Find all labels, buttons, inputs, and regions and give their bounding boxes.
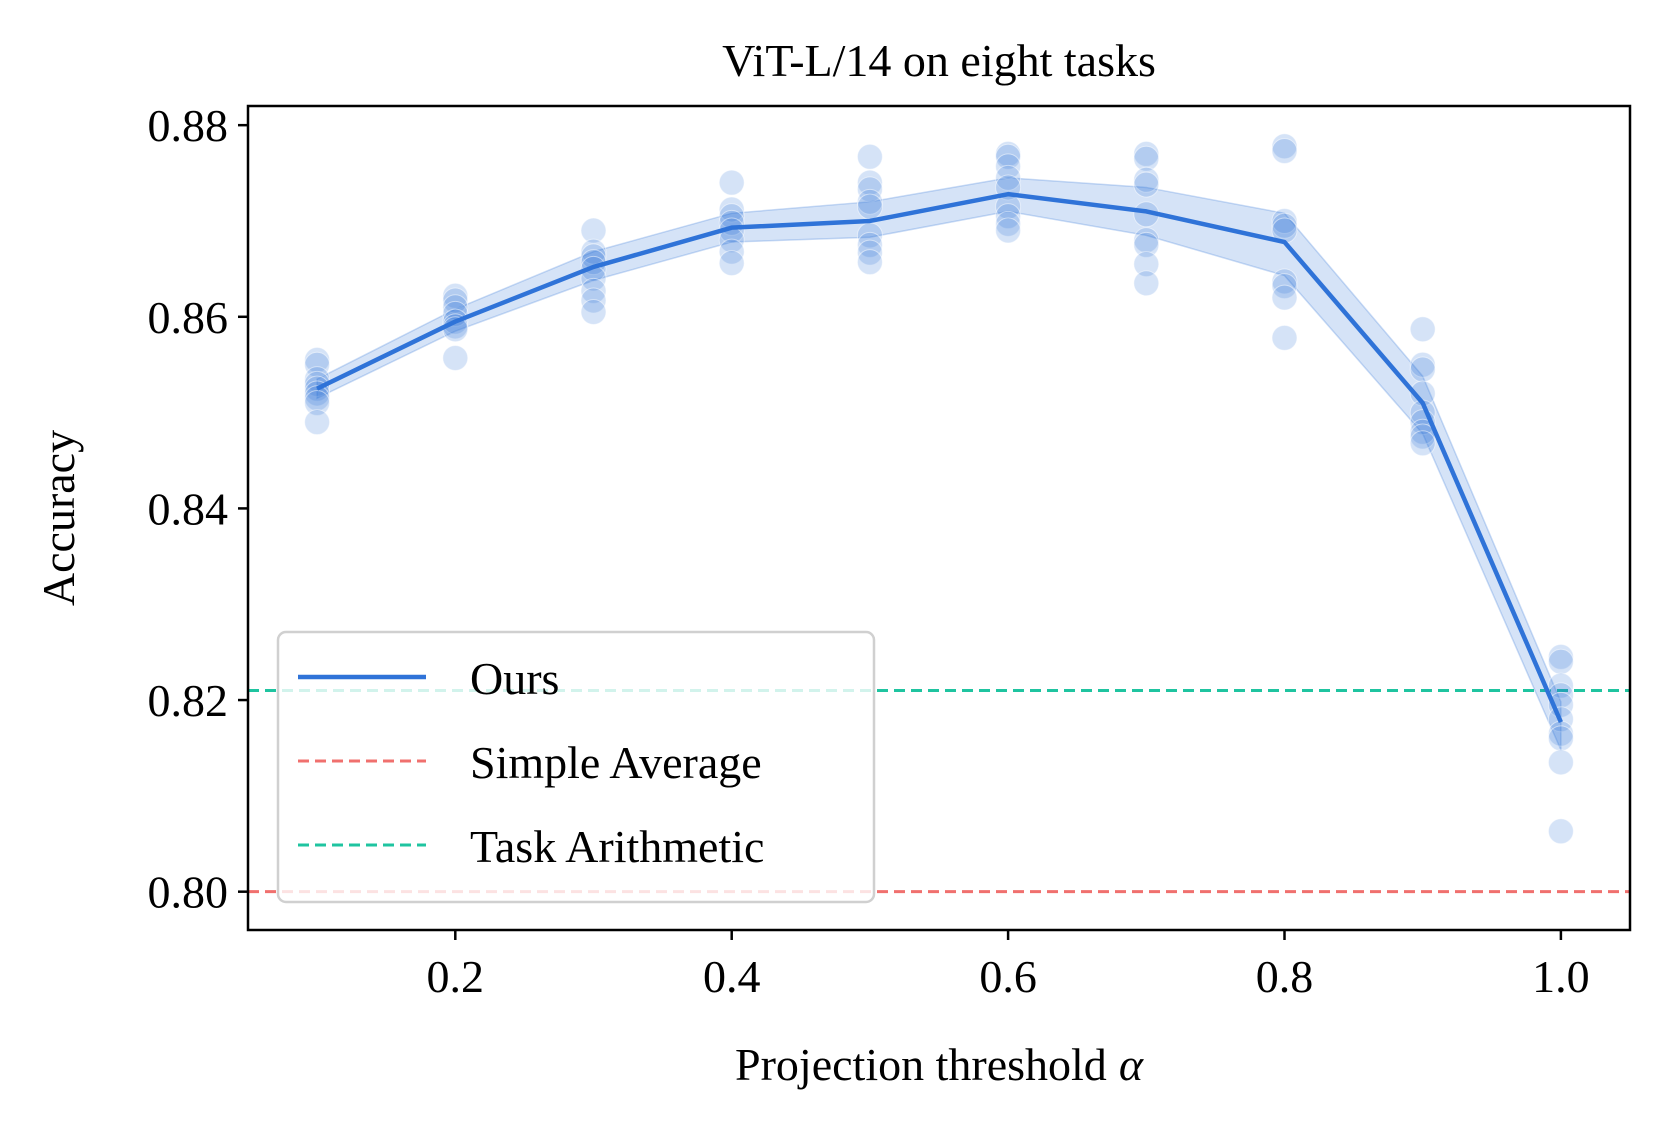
sample-point xyxy=(1547,725,1574,752)
sample-point xyxy=(442,287,469,314)
sample-point xyxy=(995,153,1022,180)
chart-title: ViT-L/14 on eight tasks xyxy=(722,35,1156,86)
y-tick-label: 0.82 xyxy=(148,675,229,726)
sample-point xyxy=(718,238,745,265)
sample-point xyxy=(995,217,1022,244)
sample-point xyxy=(856,249,883,276)
sample-point xyxy=(580,287,607,314)
sample-points xyxy=(304,133,1574,845)
plot-frame xyxy=(246,104,1632,932)
x-tick-label: 0.6 xyxy=(979,951,1037,1002)
sample-point xyxy=(1409,356,1436,383)
sample-point xyxy=(718,196,745,223)
ours-mean-line xyxy=(316,191,1563,723)
sample-point xyxy=(442,344,469,371)
sample-point xyxy=(856,143,883,170)
sample-point xyxy=(856,193,883,220)
sample-point xyxy=(718,169,745,196)
sample-point xyxy=(718,250,745,277)
y-tick-label: 0.88 xyxy=(148,100,229,151)
x-axis: 0.2 0.4 0.6 0.8 1.0 xyxy=(427,930,1590,1002)
sample-point xyxy=(1547,672,1574,699)
y-tick-label: 0.80 xyxy=(148,867,229,918)
legend-label-ours: Ours xyxy=(470,653,559,704)
sample-point xyxy=(1547,818,1574,845)
sample-point xyxy=(856,239,883,266)
mean-line xyxy=(316,191,1563,723)
sample-point xyxy=(1133,251,1160,278)
x-tick-label: 0.4 xyxy=(703,951,761,1002)
x-tick-label: 1.0 xyxy=(1532,951,1590,1002)
sample-point xyxy=(1271,273,1298,300)
y-tick-label: 0.84 xyxy=(148,483,229,534)
sample-point xyxy=(1547,749,1574,776)
sample-point xyxy=(304,351,331,378)
sample-point xyxy=(995,203,1022,230)
sample-point xyxy=(1271,138,1298,165)
legend-box xyxy=(276,630,876,904)
sample-point xyxy=(1409,430,1436,457)
sample-point xyxy=(1133,270,1160,297)
x-tick-label: 0.8 xyxy=(1256,951,1314,1002)
sample-point xyxy=(580,217,607,244)
legend: Ours Simple Average Task Arithmetic xyxy=(276,630,876,904)
y-axis-label: Accuracy xyxy=(33,430,84,606)
sample-point xyxy=(1271,324,1298,351)
legend-label-simple-average: Simple Average xyxy=(470,737,762,788)
sample-point xyxy=(1547,648,1574,675)
sample-point xyxy=(580,277,607,304)
sample-point xyxy=(995,143,1022,170)
sample-point xyxy=(1133,145,1160,172)
sample-point xyxy=(1133,231,1160,258)
sample-point xyxy=(304,409,331,436)
y-tick-label: 0.86 xyxy=(148,292,229,343)
sample-point xyxy=(1133,171,1160,198)
sample-point xyxy=(304,390,331,417)
x-axis-label: Projection threshold α xyxy=(735,1039,1144,1090)
sample-point xyxy=(1409,316,1436,343)
legend-label-task-arithmetic: Task Arithmetic xyxy=(470,821,764,872)
sample-point xyxy=(580,299,607,325)
sample-point xyxy=(856,169,883,196)
sample-point xyxy=(1271,284,1298,311)
sample-point xyxy=(995,164,1022,191)
y-axis: 0.80 0.82 0.84 0.86 0.88 xyxy=(148,100,248,918)
sample-point xyxy=(995,210,1022,237)
plot-area xyxy=(248,133,1630,894)
x-tick-label: 0.2 xyxy=(427,951,485,1002)
